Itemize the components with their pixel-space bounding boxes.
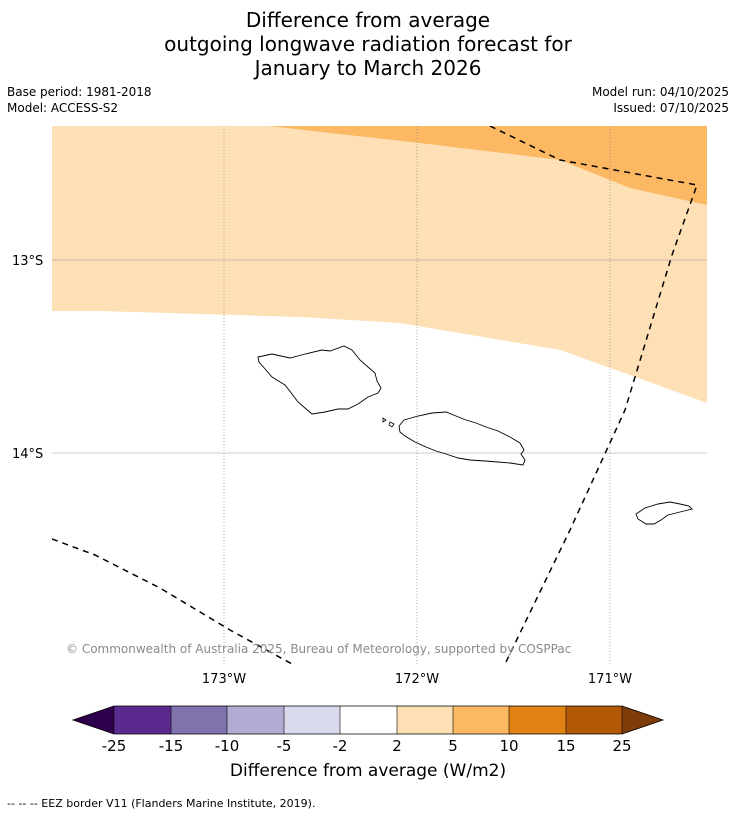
lon-label-172w: 172°W [395,672,439,687]
colorbar-tick: 5 [448,737,458,755]
model-run: Model run: 04/10/2025 [591,85,729,99]
model-name: Model: ACCESS-S2 [7,101,119,115]
colorbar-bin-neg15-neg10 [171,706,227,734]
lat-label-14s: 14°S [12,447,43,462]
base-period: Base period: 1981-2018 [7,85,152,99]
island-upolu [398,411,526,466]
island-manono [382,417,387,423]
colorbar-tick: -10 [215,737,240,755]
island-apolima [388,421,395,428]
colorbar: -25 -15 -10 -5 -2 2 5 10 15 25 [71,705,665,755]
colorbar-bin-neg5-neg2 [284,706,340,734]
island-savaii [257,345,382,415]
island-tutuila [635,501,693,525]
map-panel: © Commonwealth of Australia 2025, Bureau… [52,126,707,664]
colorbar-dividers [113,706,623,734]
lon-label-171w: 171°W [588,672,632,687]
colorbar-bin-2-5 [397,706,453,734]
lon-label-173w: 173°W [202,672,246,687]
anomaly-band-5-10 [270,126,707,205]
colorbar-bin-neg2-2 [340,706,397,734]
colorbar-bin-5-10 [453,706,509,734]
eez-border-east [489,126,699,664]
colorbar-bin-neg10-neg5 [227,706,284,734]
colorbar-tick: 25 [612,737,631,755]
colorbar-bin-neg25-neg15 [114,706,171,734]
eez-legend: -- -- -- EEZ border V11 (Flanders Marine… [7,797,316,810]
issued-date: Issued: 07/10/2025 [613,101,729,115]
colorbar-bin-10-15 [509,706,566,734]
colorbar-bin-15-25 [566,706,622,734]
colorbar-tick: 2 [392,737,402,755]
title-line-2: outgoing longwave radiation forecast for [164,32,572,56]
colorbar-label: Difference from average (W/m2) [229,761,507,781]
chart-title: Difference from average outgoing longwav… [0,8,736,80]
colorbar-extend-high [622,706,663,734]
colorbar-tick: -25 [102,737,127,755]
meta-right: Model run: 04/10/2025 Issued: 07/10/2025 [592,84,729,116]
anomaly-band-2-5 [52,126,707,403]
eez-border-west [52,538,293,664]
colorbar-tick: -2 [333,737,348,755]
colorbar-tick: 15 [556,737,575,755]
graticule [52,126,707,664]
copyright-notice: © Commonwealth of Australia 2025, Bureau… [66,642,571,656]
meta-left: Base period: 1981-2018 Model: ACCESS-S2 [7,84,152,116]
title-line-1: Difference from average [245,8,491,32]
colorbar-tick: -5 [277,737,292,755]
colorbar-tick: -15 [159,737,184,755]
lat-label-13s: 13°S [12,254,43,269]
colorbar-extend-low [73,706,114,734]
title-line-3: January to March 2026 [254,56,482,80]
colorbar-tick: 10 [499,737,518,755]
